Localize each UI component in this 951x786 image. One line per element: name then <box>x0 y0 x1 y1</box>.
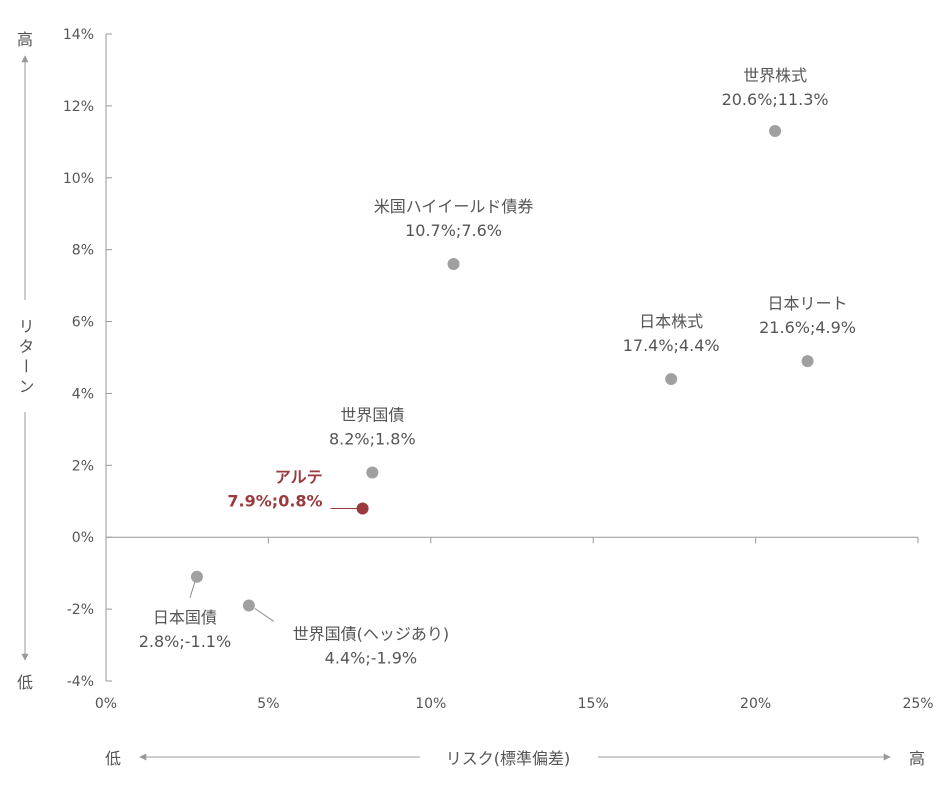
y-tick-label: 8% <box>72 243 94 259</box>
point-value-label: 4.4%;-1.9% <box>325 649 417 668</box>
point-name-label: 世界国債 <box>340 406 404 425</box>
y-tick-label: -2% <box>67 602 94 618</box>
leader-line <box>254 608 275 622</box>
x-tick-label: 5% <box>257 696 279 712</box>
y-tick-label: 0% <box>72 530 94 546</box>
data-point <box>356 502 369 515</box>
point-value-label: 20.6%;11.3% <box>722 90 829 109</box>
point-value-label: 21.6%;4.9% <box>759 318 856 337</box>
data-point <box>366 466 379 479</box>
point-value-label: 17.4%;4.4% <box>623 336 720 355</box>
x-tick-label: 20% <box>740 696 771 712</box>
leader-line <box>189 581 196 598</box>
point-name-label: 世界国債(ヘッジあり) <box>293 625 450 644</box>
y-axis-low-label: 低 <box>17 673 33 692</box>
point-value-label: 8.2%;1.8% <box>329 430 416 449</box>
y-tick-label: 6% <box>72 315 94 331</box>
x-axis-title: リスク(標準偏差) <box>446 749 571 768</box>
point-name-label: 日本リート <box>768 294 848 313</box>
x-tick-label: 15% <box>578 696 609 712</box>
y-tick-label: 4% <box>72 386 94 402</box>
data-point <box>242 599 255 612</box>
y-axis-high-label: 高 <box>17 30 33 49</box>
x-tick-label: 25% <box>902 696 933 712</box>
y-tick-label: 2% <box>72 458 94 474</box>
x-tick-label: 10% <box>415 696 446 712</box>
x-tick-label: 0% <box>95 696 117 712</box>
point-name-label: アルテ <box>275 467 323 486</box>
point-name-label: 米国ハイイールド債券 <box>374 197 534 216</box>
data-point <box>665 373 678 386</box>
point-name-label: 日本株式 <box>639 312 703 331</box>
y-tick-label: 10% <box>63 171 94 187</box>
x-axis-low-label: 低 <box>105 749 121 768</box>
point-value-label: 2.8%;-1.1% <box>139 632 231 651</box>
point-value-label: 10.7%;7.6% <box>405 221 502 240</box>
data-point <box>801 355 814 368</box>
point-name-label: 日本国債 <box>153 608 217 627</box>
point-name-label: 世界株式 <box>743 66 807 85</box>
data-point <box>447 258 460 271</box>
data-point <box>769 125 782 138</box>
y-tick-label: 12% <box>63 99 94 115</box>
point-value-label: 7.9%;0.8% <box>227 491 322 510</box>
y-axis-title: リターン <box>16 318 35 398</box>
x-axis-high-label: 高 <box>909 749 925 768</box>
y-tick-label: -4% <box>67 674 94 690</box>
y-tick-label: 14% <box>63 27 94 43</box>
data-point <box>190 570 203 583</box>
